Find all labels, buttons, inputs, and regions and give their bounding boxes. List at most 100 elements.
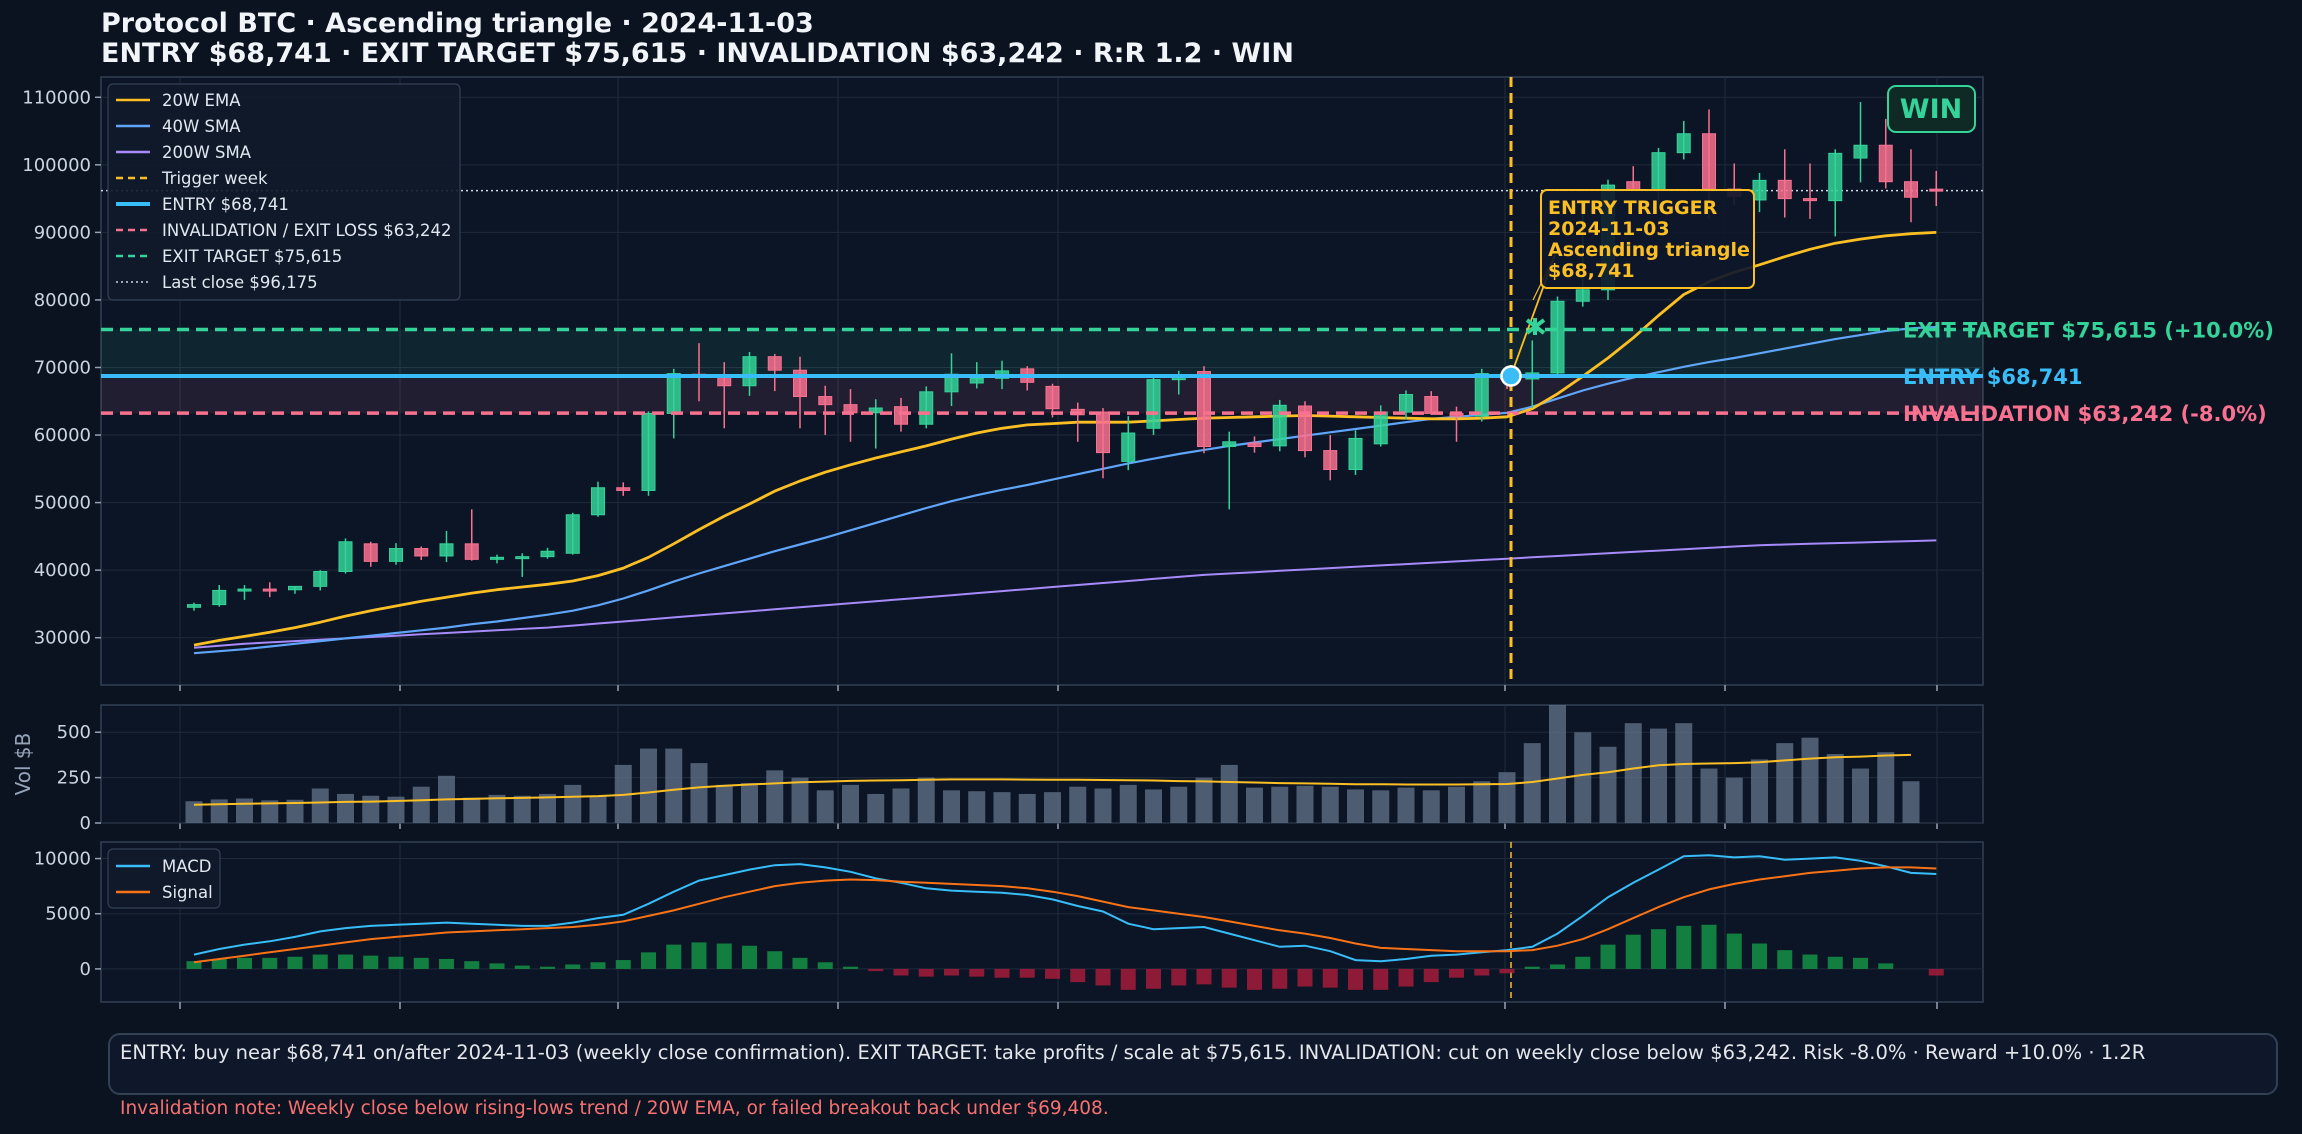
macd-histogram-bar xyxy=(338,954,353,969)
volume-bar xyxy=(791,777,809,823)
macd-histogram-bar xyxy=(1423,968,1439,983)
volume-bar xyxy=(1145,789,1162,823)
price-legend: 20W EMA 40W SMA 200W SMA Trigger week ENTRY … xyxy=(107,83,461,301)
macd-histogram-bar xyxy=(1676,925,1692,969)
volume-bar xyxy=(1498,772,1516,823)
volume-bar xyxy=(1271,786,1289,823)
candle-body xyxy=(262,588,277,592)
volume-bar xyxy=(1220,764,1238,823)
macd-histogram-bar xyxy=(565,964,581,969)
volume-bar xyxy=(1372,790,1390,823)
candle-body xyxy=(1424,396,1439,414)
y-tick-label: 60000 xyxy=(34,425,91,446)
macd-histogram-bar xyxy=(944,968,959,976)
macd-histogram-bar xyxy=(489,963,505,969)
volume-bar xyxy=(1473,781,1491,823)
macd-histogram-bar xyxy=(1651,929,1666,969)
volume-bar xyxy=(690,763,708,823)
win-badge xyxy=(1887,85,1976,133)
macd-histogram-bar xyxy=(514,965,530,969)
legend-label: 40W SMA xyxy=(162,117,241,136)
macd-histogram-bar xyxy=(1373,968,1389,990)
volume-bar xyxy=(943,790,960,823)
volume-bar xyxy=(1624,723,1642,823)
candle-body xyxy=(439,543,454,557)
candle-body xyxy=(1878,144,1893,183)
macd-histogram-bar xyxy=(1398,968,1414,987)
legend-frame xyxy=(107,83,461,301)
candle-body xyxy=(1121,432,1136,462)
macd-histogram-bar xyxy=(1878,963,1894,969)
volume-bar xyxy=(1801,737,1819,823)
macd-histogram-bar xyxy=(1196,968,1212,985)
macd-histogram-bar xyxy=(413,957,429,969)
volume-bar xyxy=(1826,754,1844,823)
macd-line xyxy=(193,854,1937,963)
candle-body xyxy=(591,487,605,516)
target-hit-marker xyxy=(1525,318,1546,335)
entry-label: ENTRY $68,741 xyxy=(1903,365,2082,389)
legend-label: EXIT TARGET $75,615 xyxy=(162,247,342,266)
volume-bar xyxy=(1523,743,1541,823)
macd-histogram-bar xyxy=(540,966,555,969)
volume-bar xyxy=(892,788,910,823)
volume-bar xyxy=(1599,746,1617,823)
trade-summary-box: ENTRY: buy near $68,741 on/after 2024-11… xyxy=(108,1033,2278,1095)
macd-histogram-bar xyxy=(186,961,202,969)
candle-body xyxy=(1828,152,1843,202)
annotation-box xyxy=(1540,189,1755,289)
candle-body xyxy=(1146,379,1161,429)
volume-bar xyxy=(513,795,531,823)
macd-histogram-bar xyxy=(1827,956,1843,969)
ema20-line xyxy=(193,231,1937,647)
sma200-line xyxy=(193,539,1937,649)
macd-histogram-bar xyxy=(363,955,379,969)
y-tick-label: 0 xyxy=(80,813,91,834)
volume-bar xyxy=(1675,723,1693,823)
macd-histogram-bar xyxy=(817,962,833,969)
chart-subtitle: ENTRY $68,741 · EXIT TARGET $75,615 · IN… xyxy=(101,38,1294,69)
candle-body xyxy=(969,377,984,384)
y-tick-label: 0 xyxy=(80,959,91,980)
macd-histogram-bar xyxy=(716,943,732,969)
entry-marker xyxy=(1500,365,1522,387)
macd-histogram-bar xyxy=(1045,968,1060,979)
macd-histogram-bar xyxy=(1474,968,1490,976)
macd-histogram-bar xyxy=(1752,943,1767,969)
y-tick-label: 10000 xyxy=(34,849,91,870)
annotation-text: $68,741 xyxy=(1548,260,1635,282)
candle-body xyxy=(666,373,681,414)
candle-body xyxy=(1651,152,1666,191)
candle-body xyxy=(1323,450,1338,470)
volume-bar xyxy=(185,801,203,823)
macd-histogram-bar xyxy=(1524,966,1540,969)
y-tick-label: 80000 xyxy=(34,290,91,311)
candle-body xyxy=(1777,179,1792,200)
annotation-text: Ascending triangle xyxy=(1548,239,1750,261)
candle-body xyxy=(338,541,353,573)
legend-label: Last close $96,175 xyxy=(162,273,318,292)
macd-histogram-bar xyxy=(666,944,682,969)
volume-bar xyxy=(1044,792,1061,823)
macd-histogram-bar xyxy=(439,958,454,969)
volume-bar xyxy=(1119,784,1137,823)
candle-body xyxy=(212,589,227,606)
macd-histogram-bar xyxy=(1701,924,1717,969)
volume-bar xyxy=(1397,787,1415,823)
target-label: EXIT TARGET $75,615 (+10.0%) xyxy=(1903,319,2274,343)
candle-body xyxy=(742,356,757,387)
volume-bar xyxy=(1347,789,1364,823)
macd-histogram-bar xyxy=(1146,968,1161,989)
macd-histogram-bar xyxy=(994,968,1010,978)
y-tick-label: 30000 xyxy=(34,628,91,649)
legend-label: MACD xyxy=(162,857,211,876)
macd-legend: MACD Signal xyxy=(107,848,221,909)
volume-bar xyxy=(640,748,657,823)
volume-bar xyxy=(1700,768,1718,823)
candle-body xyxy=(237,588,252,592)
annotation-text: 2024-11-03 xyxy=(1548,218,1670,240)
y-tick-label: 70000 xyxy=(34,357,91,378)
candle-body xyxy=(540,550,555,558)
macd-histogram-bar xyxy=(767,951,783,969)
y-tick-label: 40000 xyxy=(34,560,91,581)
